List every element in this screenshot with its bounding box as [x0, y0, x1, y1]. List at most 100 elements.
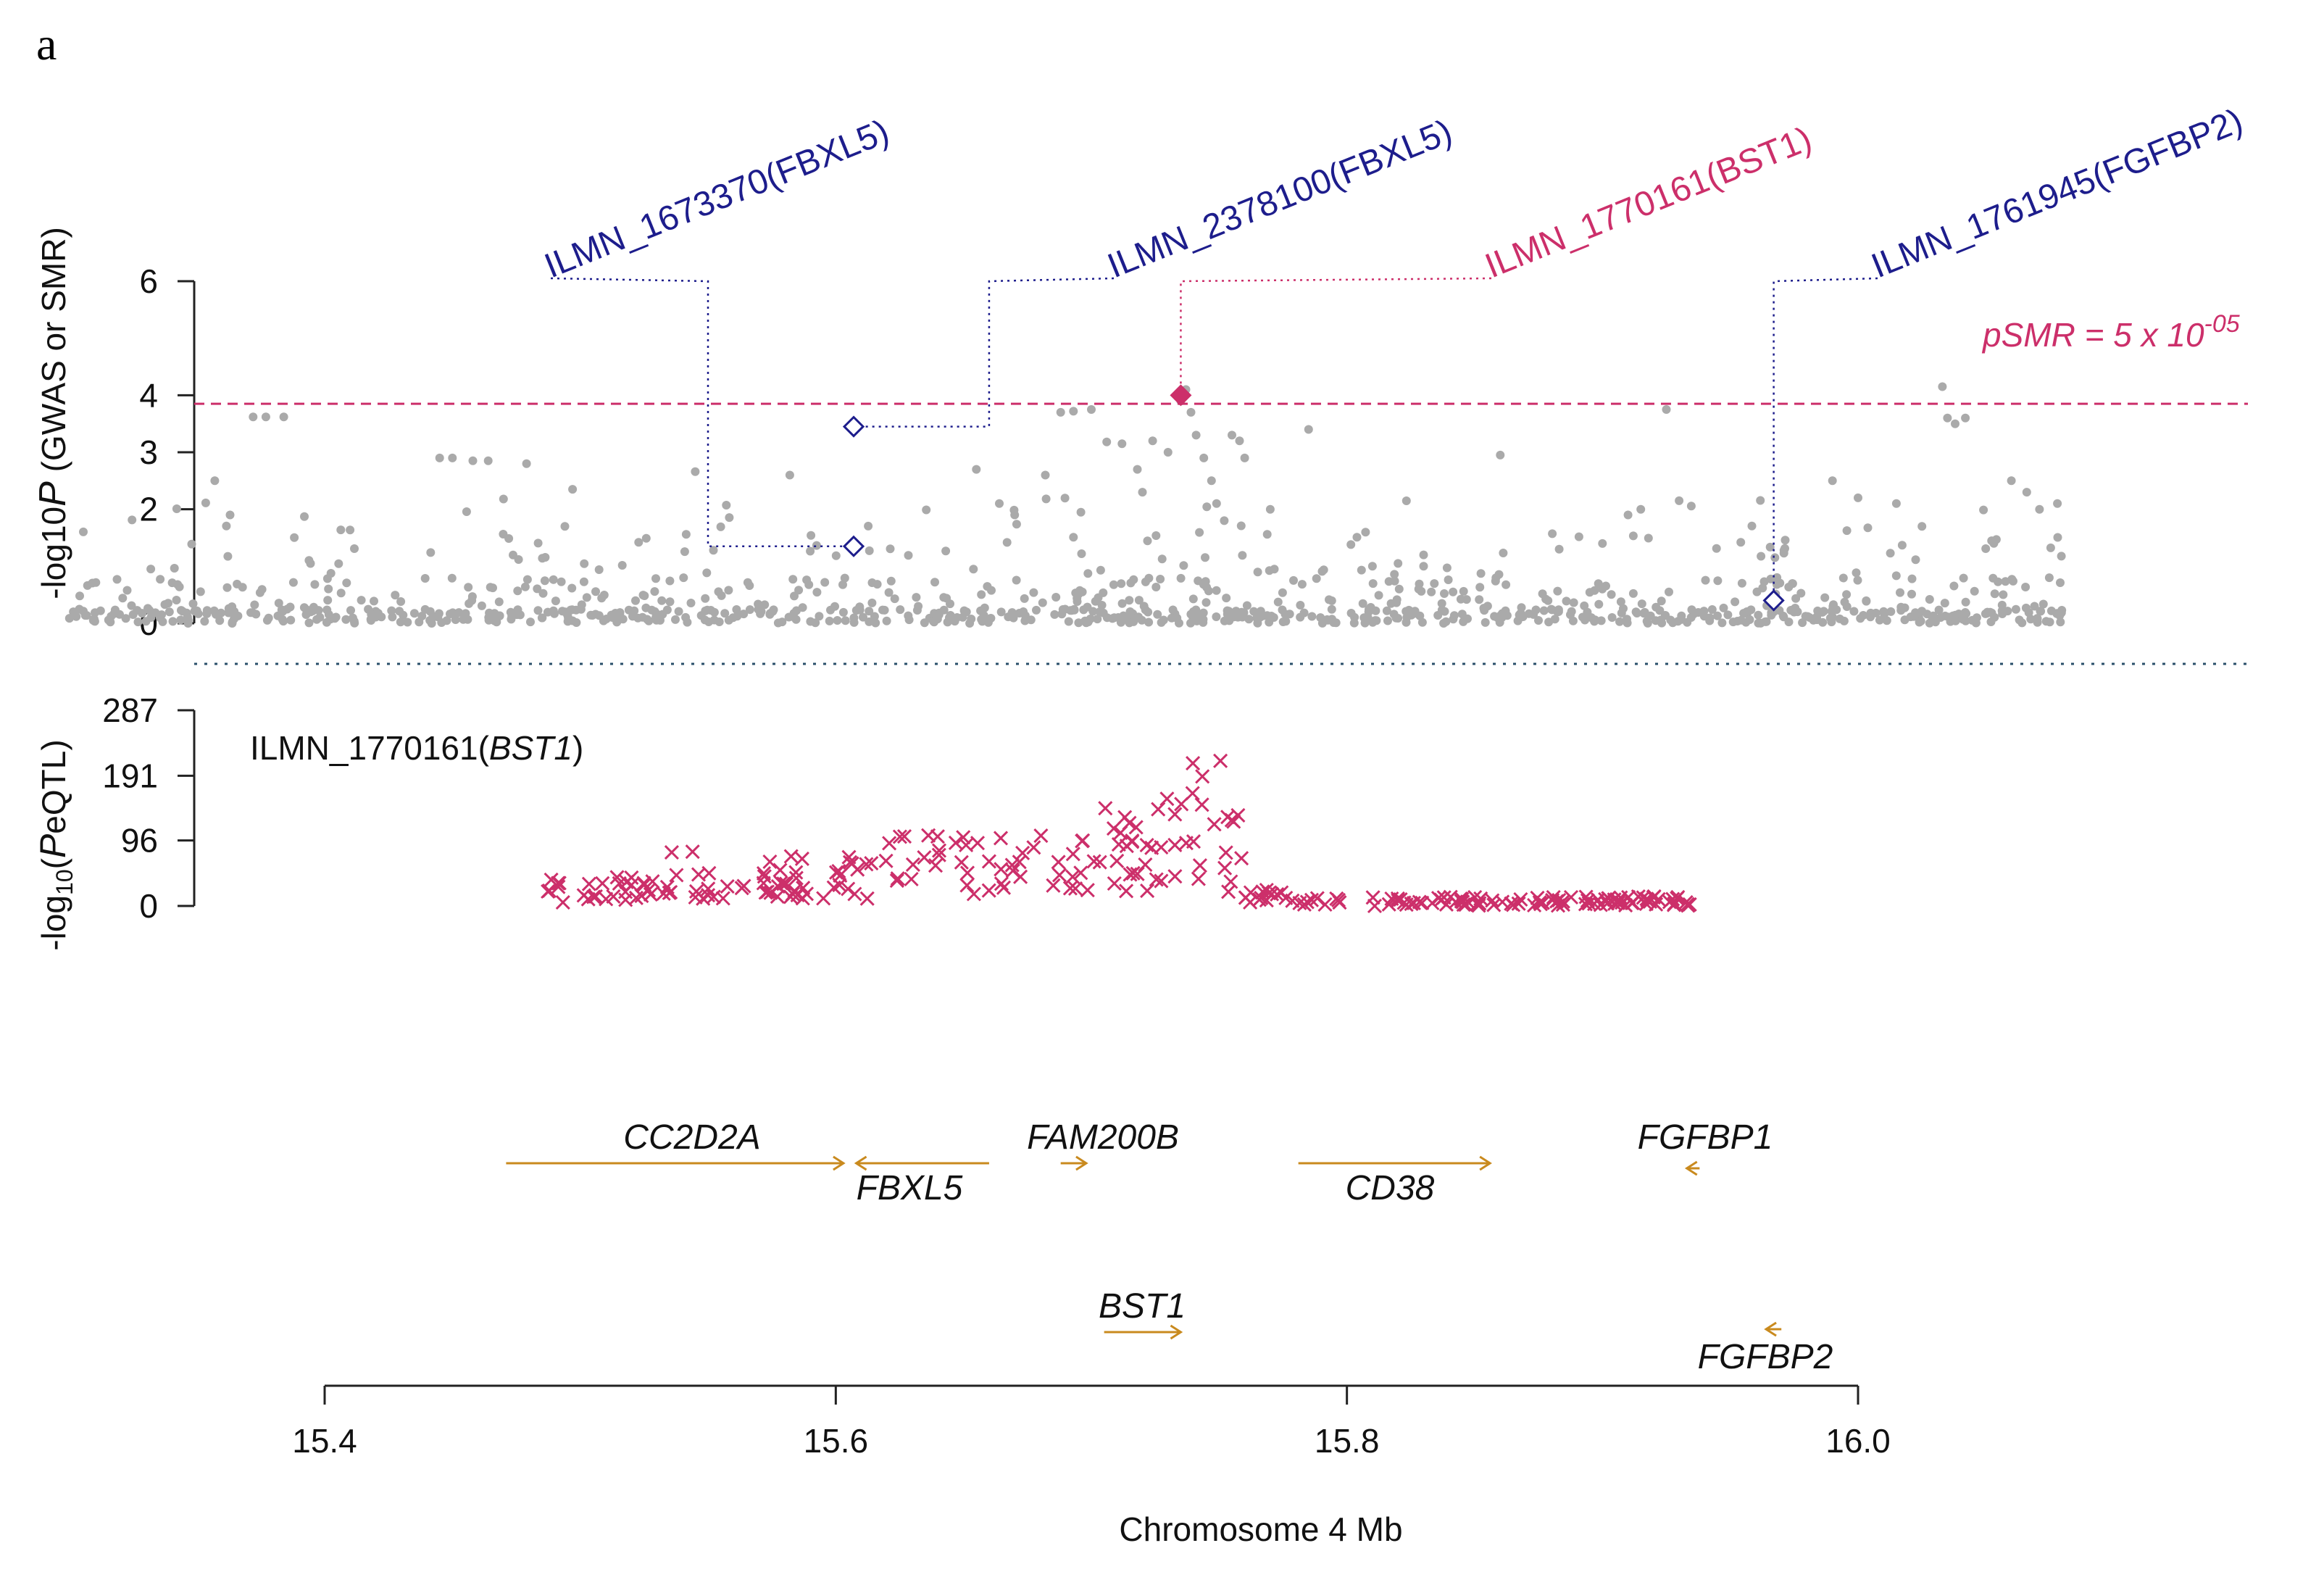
gwas-point	[576, 604, 586, 614]
eqtl-point	[1080, 883, 1095, 898]
gwas-point	[806, 617, 815, 626]
gwas-point	[865, 617, 874, 626]
gwas-point	[865, 607, 874, 616]
gwas-point	[1394, 559, 1403, 568]
gwas-point	[1402, 496, 1411, 505]
gwas-point	[630, 606, 639, 615]
top-y-tick-label: 3	[139, 433, 158, 471]
gene-arrowhead	[1075, 1155, 1088, 1171]
gwas-point	[2003, 607, 2012, 616]
eqtl-point	[643, 887, 658, 902]
eqtl-point	[1106, 821, 1122, 836]
gwas-point	[1083, 569, 1093, 578]
gwas-point	[1417, 617, 1427, 627]
probe-connector	[550, 277, 865, 548]
gwas-point	[1891, 571, 1901, 581]
gwas-point	[1444, 575, 1453, 584]
eqtl-point	[1667, 896, 1682, 911]
gwas-point	[1838, 573, 1848, 583]
gwas-point	[549, 575, 558, 584]
gwas-point	[1249, 607, 1259, 616]
gwas-point	[1056, 407, 1065, 417]
gwas-point	[1891, 499, 1901, 508]
gwas-point	[533, 538, 543, 548]
gwas-point	[1812, 612, 1821, 622]
gene-label: CD38	[1346, 1169, 1435, 1207]
gwas-point	[1091, 596, 1100, 606]
gwas-point	[1327, 604, 1336, 614]
gwas-point	[324, 610, 333, 619]
gwas-point	[1990, 612, 1999, 622]
gwas-point	[557, 577, 566, 586]
gwas-point	[2033, 614, 2042, 623]
gwas-point	[426, 548, 436, 557]
gwas-point	[261, 412, 270, 422]
eqtl-point	[1495, 894, 1510, 910]
gwas-point	[526, 617, 535, 627]
gwas-point	[1909, 612, 1918, 621]
gwas-point	[1538, 589, 1547, 599]
eqtl-y-tick-label: 191	[102, 757, 158, 794]
gwas-point	[322, 617, 331, 627]
eqtl-point	[656, 886, 671, 901]
eqtl-point	[1217, 860, 1233, 876]
gwas-point	[703, 605, 712, 615]
gwas-point	[1020, 594, 1029, 603]
gwas-point	[884, 588, 894, 597]
eqtl-point	[541, 883, 557, 899]
gwas-points	[64, 382, 2067, 628]
eqtl-point	[1098, 801, 1113, 816]
gwas-point	[506, 607, 515, 617]
eqtl-point	[1296, 897, 1312, 912]
gwas-point	[1002, 538, 1012, 547]
eqtl-point	[1665, 891, 1680, 907]
gwas-point	[1191, 431, 1201, 440]
x-axis: 15.4 15.6 15.8 16.0 Chromosome 4 Mb	[292, 1384, 1891, 1548]
gwas-point	[1141, 577, 1150, 586]
gwas-point	[121, 614, 130, 623]
gwas-point	[141, 617, 151, 626]
gwas-point	[1307, 612, 1317, 621]
gwas-point	[1244, 615, 1254, 624]
gwas-point	[1202, 502, 1212, 512]
gwas-point	[1842, 590, 1852, 599]
gwas-point	[1842, 602, 1852, 611]
x-tick-label: 15.4	[292, 1422, 357, 1460]
gwas-point	[286, 615, 296, 625]
gwas-point	[1109, 580, 1118, 589]
eqtl-point	[669, 868, 684, 883]
gwas-point	[1796, 589, 1806, 598]
probe-label: ILMN_1761945(FGFBP2)	[1866, 101, 2248, 286]
gwas-point	[1773, 580, 1781, 589]
gwas-point	[1143, 536, 1152, 546]
gwas-point	[1220, 616, 1229, 625]
gwas-point	[1358, 599, 1367, 608]
gwas-point	[158, 617, 167, 626]
gwas-point	[1886, 549, 1895, 558]
eqtl-point	[993, 831, 1009, 846]
gwas-point	[1499, 549, 1508, 557]
eqtl-point	[701, 865, 717, 881]
gwas-point	[176, 615, 186, 625]
gwas-point	[865, 546, 874, 555]
gwas-point	[1207, 476, 1216, 486]
gwas-point	[1168, 605, 1178, 615]
eqtl-point	[826, 880, 841, 895]
gwas-point	[1959, 573, 1968, 583]
gwas-point	[1231, 607, 1241, 616]
gwas-point	[464, 583, 473, 592]
gwas-point	[1863, 523, 1873, 533]
gwas-point	[346, 606, 355, 615]
x-tick-label: 16.0	[1825, 1422, 1891, 1460]
gwas-point	[745, 605, 754, 615]
gwas-point	[1553, 586, 1562, 596]
eqtl-point	[1430, 891, 1446, 906]
gwas-point	[164, 607, 174, 617]
gwas-point	[202, 609, 212, 618]
gwas-point	[533, 606, 543, 615]
gwas-point	[1099, 608, 1108, 617]
top-y-ticks: 02346	[139, 262, 194, 642]
gwas-point	[939, 605, 949, 615]
eqtl-point	[1513, 891, 1528, 907]
eqtl-point	[930, 829, 945, 844]
